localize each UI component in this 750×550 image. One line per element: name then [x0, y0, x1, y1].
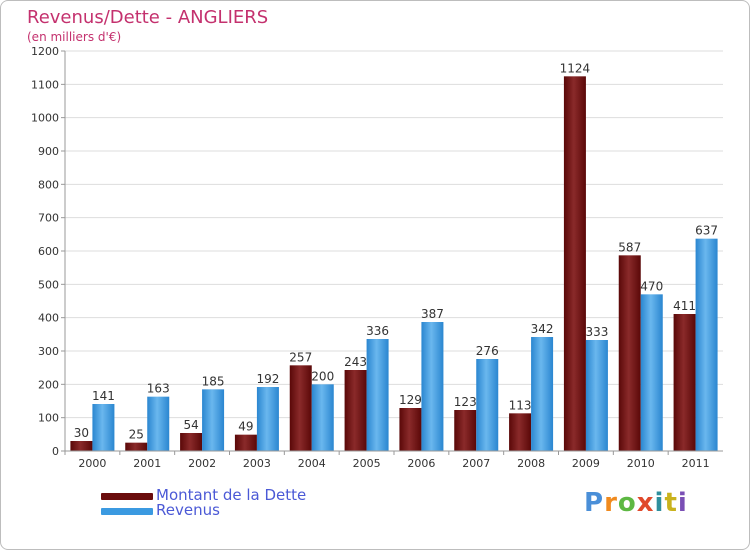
bar-revenus [640, 294, 663, 451]
bar-dette [344, 370, 367, 451]
bar-revenus [421, 322, 444, 451]
y-tick-label: 1200 [31, 45, 59, 58]
bar-revenus [311, 384, 334, 451]
y-tick-label: 500 [38, 278, 59, 291]
data-label-revenus: 192 [256, 372, 279, 386]
bar-dette [618, 255, 641, 451]
bar-dette [399, 408, 422, 451]
legend-swatch-dette [101, 493, 153, 500]
data-label-revenus: 333 [585, 325, 608, 339]
x-tick-label: 2002 [188, 457, 216, 470]
y-tick-label: 100 [38, 412, 59, 425]
x-tick-label: 2000 [78, 457, 106, 470]
y-tick-label: 900 [38, 145, 59, 158]
bar-dette [289, 365, 312, 451]
x-tick-label: 2001 [133, 457, 161, 470]
bar-revenus [92, 404, 115, 451]
y-tick-label: 200 [38, 378, 59, 391]
y-tick-label: 1100 [31, 78, 59, 91]
y-tick-label: 600 [38, 245, 59, 258]
data-label-dette: 30 [74, 426, 89, 440]
bar-dette [673, 314, 696, 451]
y-tick-label: 400 [38, 312, 59, 325]
x-tick-label: 2008 [517, 457, 545, 470]
bars [70, 76, 718, 451]
bar-revenus [256, 387, 279, 451]
legend-swatch-revenus [101, 508, 153, 515]
legend-label-revenus: Revenus [156, 501, 220, 519]
bar-dette [454, 410, 477, 451]
x-tick-label: 2011 [682, 457, 710, 470]
data-label-dette: 123 [454, 395, 477, 409]
data-label-revenus: 342 [531, 322, 554, 336]
bar-dette [180, 433, 203, 451]
y-tick-label: 0 [52, 445, 59, 458]
chart-title: Revenus/Dette - ANGLIERS [27, 7, 269, 28]
data-label-dette: 54 [183, 418, 198, 432]
x-tick-label: 2003 [243, 457, 271, 470]
y-tick-label: 300 [38, 345, 59, 358]
gridlines [65, 50, 723, 419]
data-label-dette: 49 [238, 420, 253, 434]
bar-revenus [147, 396, 170, 451]
bar-revenus [531, 337, 554, 451]
bar-revenus [585, 340, 608, 451]
value-labels: 30 141 25 163 54 185 49 192 257 200 243 336 129 387 12… [74, 61, 718, 441]
data-label-dette: 1124 [560, 61, 591, 75]
bar-revenus [695, 238, 718, 451]
proxiti-logo: Proxiti [584, 488, 688, 518]
x-tick-label: 2004 [298, 457, 326, 470]
bar-dette [125, 442, 148, 451]
bar-revenus [476, 359, 499, 451]
data-label-revenus: 200 [311, 369, 334, 383]
data-label-revenus: 336 [366, 324, 389, 338]
y-tick-label: 1000 [31, 112, 59, 125]
y-tick-label: 700 [38, 212, 59, 225]
x-tick-label: 2007 [462, 457, 490, 470]
bar-dette [70, 441, 93, 451]
data-label-dette: 257 [289, 350, 312, 364]
data-label-revenus: 185 [202, 374, 225, 388]
bar-dette [234, 434, 257, 451]
data-label-revenus: 141 [92, 389, 115, 403]
data-label-dette: 411 [673, 299, 696, 313]
bar-dette [563, 76, 586, 451]
data-label-revenus: 163 [147, 382, 170, 396]
data-label-revenus: 276 [476, 344, 499, 358]
data-label-dette: 129 [399, 393, 422, 407]
bar-revenus [366, 339, 389, 451]
data-label-dette: 243 [344, 355, 367, 369]
y-tick-label: 800 [38, 178, 59, 191]
axes: 0 100 200 300 400 500 600 700 800 900 1000 1100 1200… [31, 45, 723, 470]
legend-label-dette: Montant de la Dette [156, 486, 307, 504]
data-label-revenus: 387 [421, 307, 444, 321]
data-label-dette: 25 [129, 428, 144, 442]
x-tick-label: 2010 [627, 457, 655, 470]
data-label-dette: 587 [618, 240, 641, 254]
chart-subtitle: (en milliers d'€) [27, 30, 122, 44]
data-label-revenus: 637 [695, 224, 718, 238]
bar-dette [509, 413, 532, 451]
data-label-revenus: 470 [640, 279, 663, 293]
x-tick-label: 2009 [572, 457, 600, 470]
bar-revenus [202, 389, 225, 451]
x-tick-label: 2006 [407, 457, 435, 470]
x-tick-label: 2005 [353, 457, 381, 470]
data-label-dette: 113 [509, 398, 532, 412]
